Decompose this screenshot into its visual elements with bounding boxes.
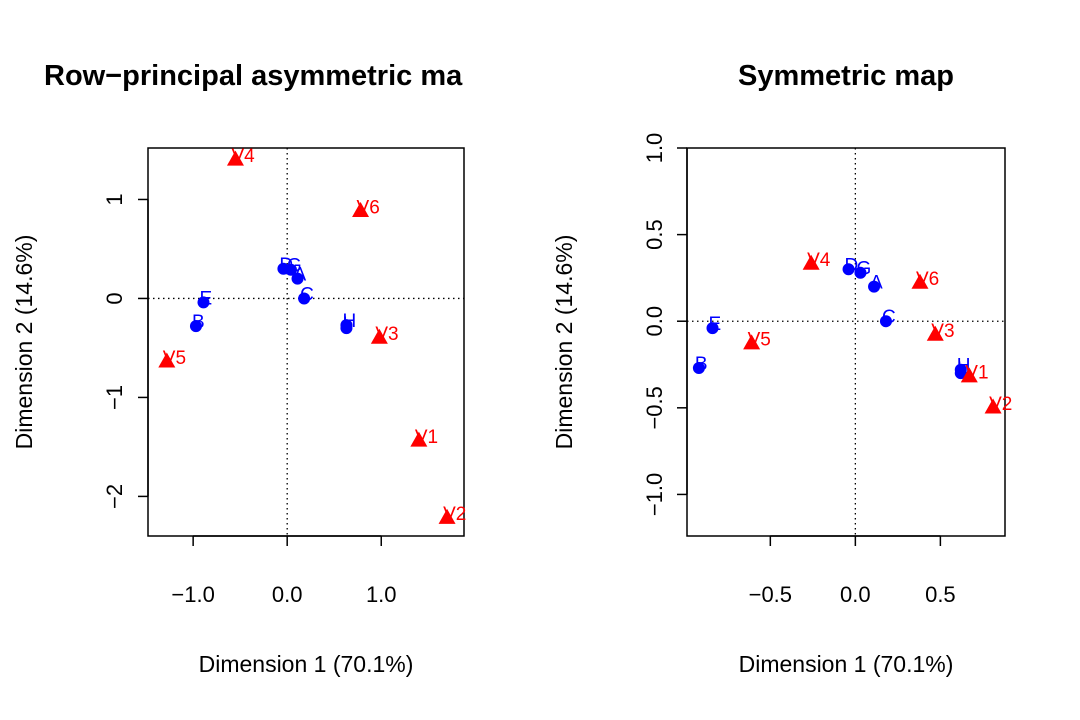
point-V2 xyxy=(984,398,1002,414)
x-tick-label: 0.5 xyxy=(925,582,956,607)
x-tick-label: 1.0 xyxy=(366,582,397,607)
y-axis-label: Dimension 2 (14.6%) xyxy=(11,235,37,450)
point-D xyxy=(842,263,855,276)
x-axis-label: Dimension 1 (70.1%) xyxy=(199,651,414,677)
column-points-series: V4 V6 V3 V5 V1 V2 xyxy=(158,146,466,525)
point-V2 xyxy=(438,508,456,524)
point-label-C: C xyxy=(300,284,314,305)
point-V4 xyxy=(226,150,244,166)
point-label-A: A xyxy=(870,273,883,294)
point-V3 xyxy=(370,328,388,344)
chart-title: Symmetric map xyxy=(738,60,954,92)
point-V1 xyxy=(960,367,978,383)
y-tick-label: 1 xyxy=(102,193,127,205)
y-tick-label: 0.5 xyxy=(642,219,667,250)
y-tick-label: −1 xyxy=(102,385,127,410)
point-label-V4: V4 xyxy=(807,250,831,271)
point-label-V2: V2 xyxy=(989,394,1012,415)
point-label-B: B xyxy=(695,354,708,375)
y-axis: −2 −1 0 1 xyxy=(102,193,149,509)
point-B xyxy=(692,361,705,374)
y-tick-label: −2 xyxy=(102,484,127,509)
y-tick-label: −1.0 xyxy=(642,473,667,516)
x-axis: −1.0 0.0 1.0 xyxy=(171,535,397,607)
chart-title: Row−principal asymmetric ma xyxy=(44,60,463,92)
point-A xyxy=(868,280,881,293)
point-V5 xyxy=(743,334,761,350)
point-label-G: G xyxy=(287,256,302,277)
x-axis-label: Dimension 1 (70.1%) xyxy=(739,651,954,677)
point-label-C: C xyxy=(882,307,896,328)
point-label-G: G xyxy=(856,259,871,280)
point-label-V1: V1 xyxy=(415,427,438,448)
y-tick-label: 0 xyxy=(102,292,127,304)
y-axis-label: Dimension 2 (14.6%) xyxy=(551,235,577,450)
chart-panel-1: Row−principal asymmetric ma−1.0 0.0 1.0−2−… xyxy=(11,60,466,677)
point-label-I: I xyxy=(342,314,347,335)
point-label-V6: V6 xyxy=(916,269,939,290)
point-label-V3: V3 xyxy=(375,324,398,345)
x-tick-label: −1.0 xyxy=(171,582,214,607)
point-label-V6: V6 xyxy=(357,197,380,218)
y-tick-label: 0.0 xyxy=(642,306,667,337)
point-B xyxy=(189,320,202,333)
point-label-E: E xyxy=(709,314,722,335)
x-tick-label: 0.0 xyxy=(272,582,303,607)
point-label-V3: V3 xyxy=(931,321,954,342)
x-tick-label: 0.0 xyxy=(840,582,871,607)
point-label-V1: V1 xyxy=(965,363,988,384)
point-C xyxy=(298,292,311,305)
plot-frame xyxy=(686,147,1006,537)
point-V6 xyxy=(352,202,370,218)
point-label-V5: V5 xyxy=(163,348,186,369)
point-I xyxy=(340,322,353,335)
point-label-I: I xyxy=(957,359,962,380)
y-axis: −1.0 −0.5 0.0 0.5 1.0 xyxy=(642,133,688,516)
y-tick-label: −0.5 xyxy=(642,386,667,429)
plot-frame xyxy=(147,147,465,537)
point-V4 xyxy=(802,254,820,270)
point-G xyxy=(854,266,867,279)
point-V5 xyxy=(158,352,176,368)
chart-panel-2: Symmetric map −0.5 0.0 0.5 −1.0 −0.5 0.0 0.5 1.0… xyxy=(551,60,1012,677)
point-label-E: E xyxy=(199,288,212,309)
point-A xyxy=(291,272,304,285)
point-G xyxy=(284,263,297,276)
x-axis: −0.5 0.0 0.5 xyxy=(749,535,956,607)
y-tick-label: 1.0 xyxy=(642,133,667,164)
point-V3 xyxy=(926,325,944,341)
point-label-V4: V4 xyxy=(231,146,255,167)
point-I xyxy=(954,367,967,380)
point-label-V5: V5 xyxy=(748,330,771,351)
point-label-B: B xyxy=(192,312,205,333)
point-E xyxy=(197,296,210,309)
point-label-A: A xyxy=(294,265,307,286)
point-label-V2: V2 xyxy=(443,504,466,525)
point-V6 xyxy=(911,273,929,289)
point-V1 xyxy=(410,431,428,447)
point-C xyxy=(879,315,892,328)
x-tick-label: −0.5 xyxy=(749,582,792,607)
point-E xyxy=(706,322,719,335)
